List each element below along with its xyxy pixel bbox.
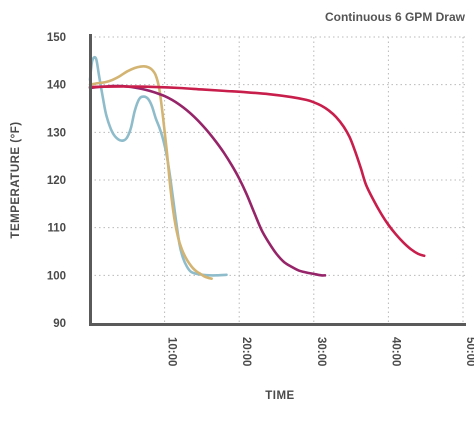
- axes: [89, 34, 466, 326]
- series-line-4: [88, 85, 426, 258]
- y-tick-label: 90: [53, 318, 66, 330]
- y-tick-label: 100: [47, 270, 66, 282]
- x-tick-label: 30:00: [315, 337, 327, 366]
- tick-labels: 90 100 110 120 130 140 150 10:00 20:00 30:00 40:00…: [47, 32, 474, 366]
- y-tick-label: 110: [47, 223, 66, 235]
- x-axis-label: TIME: [265, 390, 294, 402]
- y-axis-label: TEMPERATURE (°F): [10, 121, 22, 238]
- data-series: [88, 55, 426, 280]
- grid-lines: [90, 36, 466, 323]
- chart-title: Continuous 6 GPM Draw: [325, 10, 466, 24]
- series-line-1: [88, 55, 228, 277]
- series-line-2: [88, 65, 213, 280]
- x-tick-label: 10:00: [166, 337, 178, 366]
- y-tick-label: 140: [47, 80, 66, 92]
- x-tick-label: 20:00: [240, 337, 252, 366]
- x-tick-label: 40:00: [389, 337, 401, 366]
- y-tick-label: 130: [47, 127, 66, 139]
- x-tick-label: 50:00: [464, 337, 474, 366]
- y-tick-label: 150: [47, 32, 66, 44]
- y-tick-label: 120: [47, 175, 66, 187]
- series-line-3: [88, 84, 327, 277]
